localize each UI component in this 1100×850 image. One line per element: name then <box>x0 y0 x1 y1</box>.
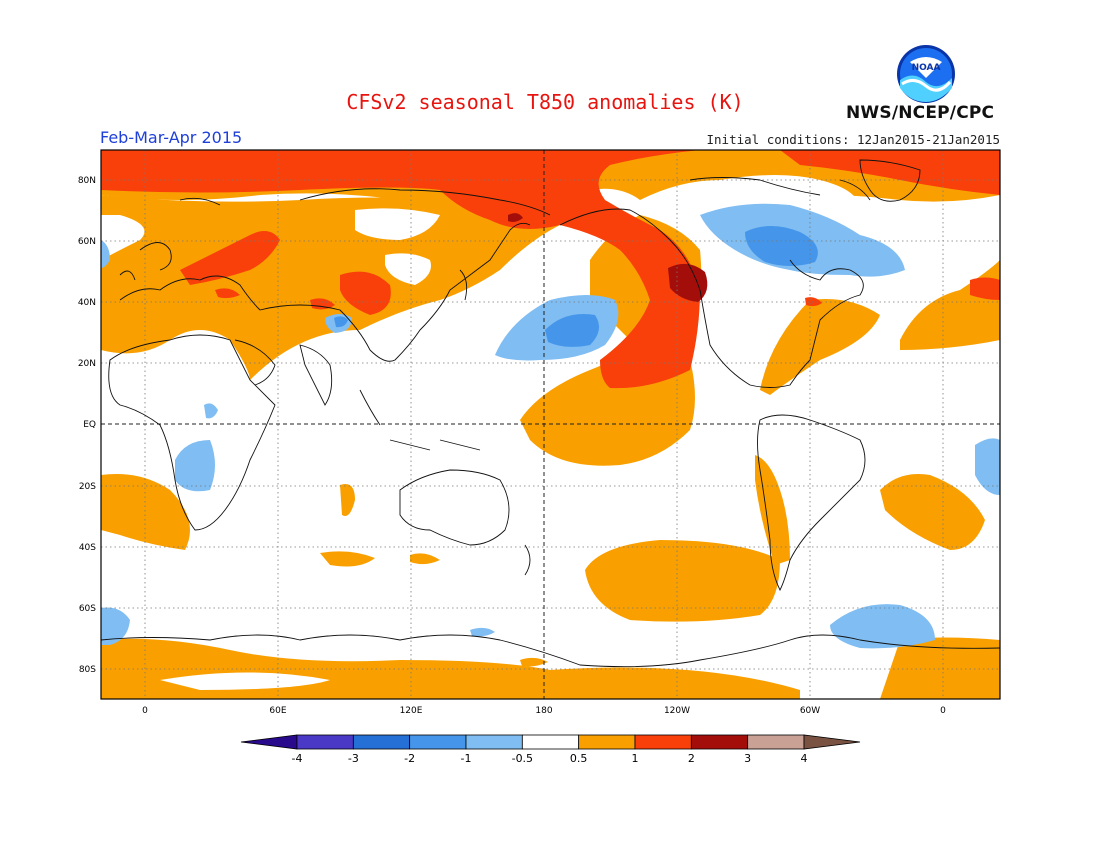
chart-title: CFSv2 seasonal T850 anomalies (K) <box>346 90 744 114</box>
map-frame <box>100 149 1001 700</box>
longitude-labels: 0 60E 120E 180 120W 60W 0 <box>142 706 946 716</box>
lon-label: 60W <box>800 706 820 716</box>
anomaly-fill-positive-2 <box>101 150 1000 389</box>
colorbar-swatch <box>690 734 749 750</box>
lat-label: 60N <box>78 237 96 247</box>
colorbar-swatch <box>465 734 523 750</box>
initial-conditions: Initial conditions: 12Jan2015-21Jan2015 <box>706 132 1001 147</box>
lat-label: 80S <box>79 665 96 675</box>
lat-label: 20N <box>78 359 96 369</box>
colorbar-swatch <box>521 734 580 750</box>
colorbar-label: 4 <box>801 752 808 765</box>
colorbar-label: -1 <box>461 752 472 765</box>
lat-label: EQ <box>83 420 96 430</box>
colorbar-swatch <box>578 734 636 750</box>
lat-label: 40S <box>79 543 96 553</box>
equator-dateline <box>101 150 1000 699</box>
noaa-logo-text: NOAA <box>912 63 941 73</box>
lon-label: 120W <box>664 706 690 716</box>
colorbar-label: 3 <box>744 752 751 765</box>
lat-label: 40N <box>78 298 96 308</box>
lat-label: 60S <box>79 604 96 614</box>
colorbar-swatch <box>240 734 298 750</box>
lon-label: 60E <box>269 706 286 716</box>
lon-label: 120E <box>400 706 423 716</box>
noaa-logo-icon: NOAA <box>897 45 955 103</box>
colorbar-label: 0.5 <box>570 752 588 765</box>
colorbar-label: -2 <box>404 752 415 765</box>
latitude-labels: 80N 60N 40N 20N EQ 20S 40S 60S 80S <box>78 176 96 675</box>
lon-label: 0 <box>940 706 946 716</box>
colorbar-swatch <box>634 734 692 750</box>
lat-label: 20S <box>79 482 96 492</box>
colorbar-label: -4 <box>292 752 303 765</box>
colorbar-label: 1 <box>632 752 639 765</box>
anomaly-fill-negative-2 <box>334 226 818 347</box>
lat-label: 80N <box>78 176 96 186</box>
colorbar-swatch <box>296 734 354 750</box>
forecast-period: Feb-Mar-Apr 2015 <box>100 128 243 147</box>
agency-label: NWS/NCEP/CPC <box>846 103 995 123</box>
colorbar-label: -0.5 <box>512 752 533 765</box>
colorbar-label: 2 <box>688 752 695 765</box>
colorbar-swatch <box>747 734 805 750</box>
colorbar-swatch <box>352 734 411 750</box>
colorbar-swatch <box>803 734 861 750</box>
lon-label: 180 <box>535 706 552 716</box>
colorbar-swatch <box>409 734 467 750</box>
anomaly-fill-positive-3 <box>508 213 708 302</box>
colorbar-label: -3 <box>348 752 359 765</box>
coastlines <box>101 159 1000 668</box>
lon-label: 0 <box>142 706 148 716</box>
